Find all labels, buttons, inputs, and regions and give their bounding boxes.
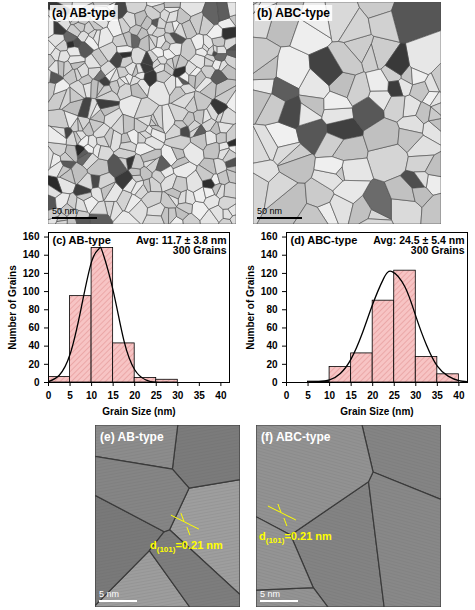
svg-text:(e) AB-type: (e) AB-type bbox=[100, 430, 164, 444]
svg-text:Avg: 24.5 ± 5.4 nm300 Grains: Avg: 24.5 ± 5.4 nm300 Grains bbox=[373, 234, 464, 256]
svg-text:80: 80 bbox=[28, 304, 40, 315]
svg-text:Number of Grains: Number of Grains bbox=[7, 265, 18, 350]
svg-text:25: 25 bbox=[389, 390, 401, 401]
svg-text:10: 10 bbox=[86, 390, 98, 401]
svg-text:100: 100 bbox=[23, 286, 40, 297]
svg-text:120: 120 bbox=[23, 268, 40, 279]
svg-text:20: 20 bbox=[266, 359, 278, 370]
svg-text:160: 160 bbox=[23, 231, 40, 242]
svg-text:60: 60 bbox=[28, 322, 40, 333]
svg-text:80: 80 bbox=[266, 304, 278, 315]
svg-text:Number of Grains: Number of Grains bbox=[245, 265, 256, 350]
svg-text:100: 100 bbox=[261, 286, 278, 297]
svg-text:5 nm: 5 nm bbox=[99, 589, 119, 599]
svg-text:40: 40 bbox=[215, 390, 227, 401]
svg-text:10: 10 bbox=[324, 390, 336, 401]
svg-text:0: 0 bbox=[284, 390, 290, 401]
svg-text:(a) AB-type: (a) AB-type bbox=[52, 6, 116, 20]
svg-text:140: 140 bbox=[23, 249, 40, 260]
svg-text:0: 0 bbox=[34, 377, 40, 388]
svg-text:(d) ABC-type: (d) ABC-type bbox=[291, 234, 358, 246]
svg-text:20: 20 bbox=[367, 390, 379, 401]
svg-text:5: 5 bbox=[305, 390, 311, 401]
svg-text:Grain Size (nm): Grain Size (nm) bbox=[102, 406, 175, 417]
svg-text:140: 140 bbox=[261, 249, 278, 260]
svg-text:35: 35 bbox=[432, 390, 444, 401]
svg-text:0: 0 bbox=[272, 377, 278, 388]
svg-text:0: 0 bbox=[46, 390, 52, 401]
svg-text:15: 15 bbox=[346, 390, 358, 401]
svg-text:160: 160 bbox=[261, 231, 278, 242]
svg-text:30: 30 bbox=[172, 390, 184, 401]
svg-text:30: 30 bbox=[410, 390, 422, 401]
svg-text:20: 20 bbox=[129, 390, 141, 401]
svg-text:(b) ABC-type: (b) ABC-type bbox=[257, 6, 330, 20]
svg-text:15: 15 bbox=[108, 390, 120, 401]
svg-text:120: 120 bbox=[261, 268, 278, 279]
svg-text:5: 5 bbox=[67, 390, 73, 401]
svg-text:(c) AB-type: (c) AB-type bbox=[53, 234, 111, 246]
svg-text:40: 40 bbox=[266, 340, 278, 351]
svg-text:Avg: 11.7 ± 3.8 nm300 Grains: Avg: 11.7 ± 3.8 nm300 Grains bbox=[136, 234, 227, 256]
svg-text:20: 20 bbox=[28, 359, 40, 370]
svg-text:d(101)=0.21 nm: d(101)=0.21 nm bbox=[259, 530, 332, 545]
svg-text:5 nm: 5 nm bbox=[260, 589, 280, 599]
svg-text:25: 25 bbox=[151, 390, 163, 401]
svg-text:40: 40 bbox=[453, 390, 465, 401]
svg-text:60: 60 bbox=[266, 322, 278, 333]
svg-text:35: 35 bbox=[194, 390, 206, 401]
svg-text:40: 40 bbox=[28, 340, 40, 351]
svg-text:50 nm: 50 nm bbox=[52, 206, 77, 216]
svg-text:(f) ABC-type: (f) ABC-type bbox=[261, 430, 331, 444]
svg-text:50 nm: 50 nm bbox=[257, 206, 282, 216]
svg-text:Grain Size (nm): Grain Size (nm) bbox=[340, 406, 413, 417]
svg-text:d(101)=0.21 nm: d(101)=0.21 nm bbox=[150, 539, 223, 554]
